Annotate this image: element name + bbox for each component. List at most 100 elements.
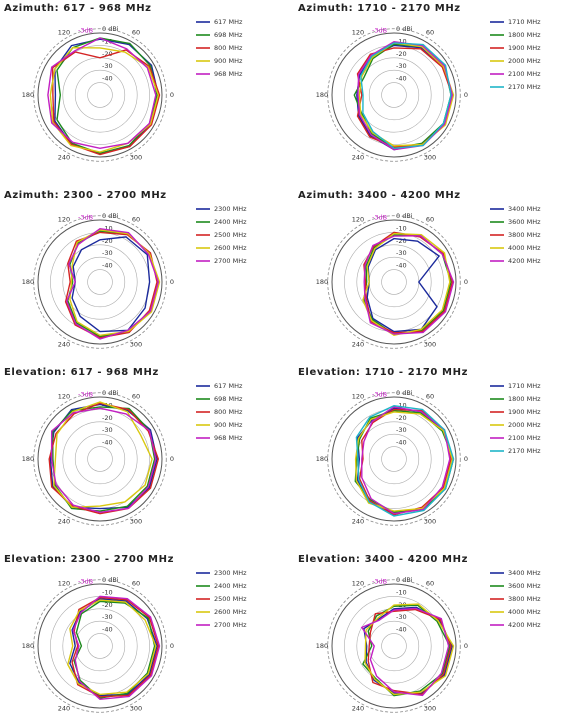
r-tick-label: -30: [396, 426, 407, 434]
r-tick-label: -30: [102, 62, 113, 70]
ref-circle: [327, 579, 461, 713]
r-tick-label: 0 dBi: [396, 212, 413, 220]
legend-label: 3400 MHz: [508, 569, 541, 577]
legend-label: 4200 MHz: [508, 257, 541, 265]
grid-circle: [37, 32, 163, 158]
grid-circle: [356, 608, 432, 684]
grid-circle: [37, 219, 163, 345]
angle-tick-label: 240: [352, 704, 364, 712]
r-tick-label: -20: [102, 601, 113, 609]
ref-label: -3dB: [78, 391, 93, 399]
angle-tick-label: 120: [58, 29, 70, 37]
r-tick-label: 0 dBi: [102, 576, 119, 584]
ref-label: -3dB: [78, 27, 93, 35]
grid-circle: [344, 232, 444, 332]
angle-tick-label: 0: [464, 278, 468, 286]
legend-label: 2700 MHz: [214, 257, 247, 265]
r-tick-label: -20: [102, 237, 113, 245]
pattern-line: [364, 603, 455, 696]
pattern-line: [361, 406, 451, 515]
pattern-line: [53, 401, 153, 509]
angle-tick-label: 240: [58, 704, 70, 712]
grid-circle: [331, 583, 457, 709]
angle-tick-label: 60: [426, 29, 434, 37]
angle-tick-label: 60: [426, 580, 434, 588]
legend-label: 2600 MHz: [214, 608, 247, 616]
grid-circle: [368, 620, 420, 672]
grid-circle: [50, 45, 150, 145]
r-tick-label: -30: [102, 613, 113, 621]
r-tick-label: -10: [396, 588, 407, 596]
angle-tick-label: 180: [22, 278, 34, 286]
ref-circle: [327, 392, 461, 526]
chart-title: Azimuth: 3400 - 4200 MHz: [298, 190, 461, 201]
legend-label: 3800 MHz: [508, 595, 541, 603]
grid-circle: [50, 232, 150, 332]
polar-chart: Azimuth: 2300 - 2700 MHz 0 dBi -10 -20 -30 -4…: [4, 190, 247, 349]
pattern-line: [72, 595, 161, 701]
r-tick-label: -20: [102, 414, 113, 422]
pattern-line: [51, 406, 156, 512]
r-tick-label: -30: [396, 62, 407, 70]
r-tick-label: -30: [396, 249, 407, 257]
ref-label: -3dB: [372, 578, 387, 586]
legend-label: 4200 MHz: [508, 621, 541, 629]
r-tick-label: 0 dBi: [102, 389, 119, 397]
pattern-line: [358, 42, 455, 147]
r-tick-label: -20: [102, 50, 113, 58]
pattern-line: [71, 596, 160, 698]
pattern-line: [358, 408, 452, 516]
angle-tick-label: 0: [170, 455, 174, 463]
ref-label: -3dB: [372, 391, 387, 399]
angle-tick-label: 0: [464, 455, 468, 463]
chart-title: Elevation: 2300 - 2700 MHz: [4, 554, 174, 565]
angle-tick-label: 300: [130, 153, 142, 161]
angle-tick-label: 120: [58, 216, 70, 224]
pattern-line: [49, 403, 158, 510]
pattern-line: [354, 411, 454, 512]
angle-tick-label: 300: [130, 340, 142, 348]
angle-tick-label: 60: [132, 216, 140, 224]
legend-label: 2300 MHz: [214, 205, 247, 213]
legend-label: 3600 MHz: [508, 218, 541, 226]
r-tick-label: 0 dBi: [102, 25, 119, 33]
chart-title: Elevation: 1710 - 2170 MHz: [298, 367, 468, 378]
grid-circle: [74, 69, 126, 121]
pattern-line: [69, 598, 158, 697]
r-tick-label: 0 dBi: [102, 212, 119, 220]
angle-tick-label: 240: [58, 153, 70, 161]
legend-label: 900 MHz: [214, 57, 243, 65]
pattern-line: [367, 608, 452, 696]
grid-circle: [87, 633, 113, 659]
r-tick-label: -40: [102, 262, 113, 270]
angle-tick-label: 300: [424, 153, 436, 161]
ref-circle: [33, 215, 167, 349]
grid-circle: [62, 608, 138, 684]
grid-circle: [37, 396, 163, 522]
angle-tick-label: 300: [130, 517, 142, 525]
legend-label: 1800 MHz: [508, 31, 541, 39]
r-tick-label: -30: [102, 249, 113, 257]
pattern-line: [51, 49, 161, 156]
legend-label: 3800 MHz: [508, 231, 541, 239]
grid-circle: [62, 421, 138, 497]
angle-tick-label: 180: [316, 91, 328, 99]
chart-title: Azimuth: 617 - 968 MHz: [4, 3, 152, 14]
angle-tick-label: 120: [58, 393, 70, 401]
angle-tick-label: 0: [170, 91, 174, 99]
legend-label: 1710 MHz: [508, 382, 541, 390]
angle-tick-label: 120: [58, 580, 70, 588]
angle-tick-label: 240: [352, 340, 364, 348]
grid-circle: [331, 396, 457, 522]
grid-circle: [87, 82, 113, 108]
legend-label: 2100 MHz: [508, 434, 541, 442]
chart-title: Elevation: 617 - 968 MHz: [4, 367, 159, 378]
r-tick-label: -20: [396, 237, 407, 245]
polar-chart: Elevation: 1710 - 2170 MHz 0 dBi -10 -20 -30…: [298, 367, 541, 526]
legend-label: 2500 MHz: [214, 595, 247, 603]
angle-tick-label: 120: [352, 393, 364, 401]
legend-label: 900 MHz: [214, 421, 243, 429]
grid-circle: [368, 433, 420, 485]
